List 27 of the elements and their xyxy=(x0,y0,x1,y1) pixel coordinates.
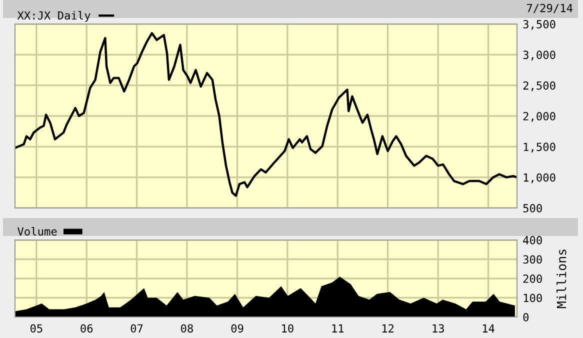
x-tick-label: 05 xyxy=(30,324,42,333)
x-tick-label: 12 xyxy=(382,324,394,332)
x-tick-label: 07 xyxy=(130,324,143,333)
y-tick-label: 100 xyxy=(524,294,542,302)
y-tick-label: 400 xyxy=(523,236,542,244)
y-tick-label: 2,000 xyxy=(523,112,556,122)
y-tick-label: 1,500 xyxy=(524,142,556,152)
line-series xyxy=(15,32,517,197)
x-tick-label: 08 xyxy=(180,324,193,333)
text: 7/29/14 xyxy=(526,4,572,14)
y-tick-label: 200 xyxy=(523,274,542,283)
y-tick-label: 2,500 xyxy=(523,81,556,92)
x-tick-label: 11 xyxy=(332,324,344,332)
y-axis-title: Millions xyxy=(556,250,566,308)
x-tick-label: 06 xyxy=(80,324,93,333)
x-tick-label: 13 xyxy=(432,324,444,333)
x-tick-label: 10 xyxy=(282,324,294,333)
legend-label: Volume xyxy=(18,226,57,236)
x-tick-label: 14 xyxy=(482,324,494,332)
y-tick-label: 500 xyxy=(523,204,542,212)
y-tick-label: 1,000 xyxy=(524,173,556,184)
y-tick-label: 300 xyxy=(523,255,542,264)
y-tick-label: 3,500 xyxy=(523,20,556,30)
y-tick-label: 0 xyxy=(523,313,529,322)
legend-label: XX:JX Daily xyxy=(17,10,90,22)
y-tick-label: 3,000 xyxy=(523,50,556,60)
x-tick-label: 09 xyxy=(231,324,244,333)
